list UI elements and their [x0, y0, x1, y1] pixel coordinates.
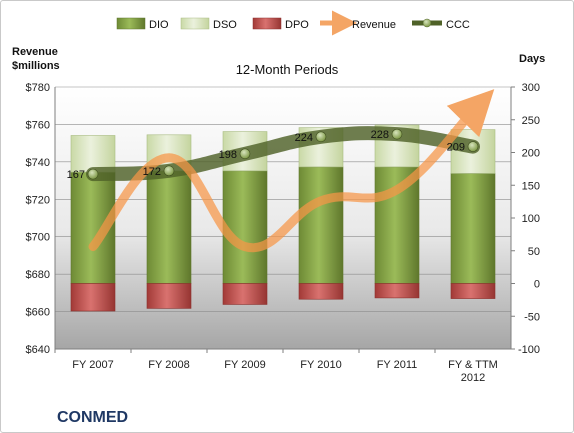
legend-label-revenue: Revenue — [352, 19, 396, 31]
legend-item-revenue[interactable]: Revenue — [320, 10, 396, 36]
bar-dso[interactable] — [70, 135, 116, 173]
y-right-ticks: -100 -50 0 50 100 150 200 250 300 — [511, 82, 540, 356]
y-right-tick-label: 250 — [522, 115, 540, 127]
y-left-tick-label: $660 — [26, 307, 50, 319]
legend-label-dio: DIO — [149, 19, 169, 31]
y-left-tick-label: $680 — [26, 269, 50, 281]
bar-dio[interactable] — [222, 170, 268, 284]
bar-dio[interactable] — [298, 166, 344, 284]
ccc-point[interactable] — [87, 168, 99, 180]
legend: DIO DSO DPO Revenue CCC — [116, 10, 470, 36]
x-tick-label-line: 2012 — [461, 372, 485, 384]
x-tick-label-line: FY & TTM — [448, 359, 498, 371]
bar-dpo[interactable] — [70, 283, 116, 312]
bar-dio[interactable] — [374, 166, 420, 284]
x-tick-label: FY 2008 — [148, 359, 189, 371]
ccc-data-label: 167 — [67, 169, 85, 181]
y-left-tick-label: $640 — [26, 344, 50, 356]
y-right-tick-label: 0 — [534, 279, 540, 291]
ccc-data-label: 172 — [143, 166, 161, 178]
legend-item-ccc[interactable]: CCC — [412, 18, 470, 31]
company-name: CONMED — [57, 409, 128, 426]
y-left-tick-label: $760 — [26, 119, 50, 131]
ccc-data-label: 198 — [219, 149, 237, 161]
legend-label-ccc: CCC — [446, 19, 470, 31]
y-right-tick-label: 150 — [522, 180, 540, 192]
y-right-tick-label: 200 — [522, 148, 540, 160]
bar-dpo[interactable] — [298, 283, 344, 300]
legend-label-dpo: DPO — [285, 19, 309, 31]
legend-swatch-dpo — [252, 17, 282, 30]
bars — [70, 124, 496, 312]
ccc-point[interactable] — [467, 141, 479, 152]
legend-marker-ccc — [422, 18, 432, 28]
ccc-data-label: 209 — [447, 142, 465, 154]
chart-subtitle: 12-Month Periods — [236, 62, 339, 77]
bar-dio[interactable] — [450, 173, 496, 284]
bar-dpo[interactable] — [374, 283, 420, 299]
y-left-ticks: $640 $660 $680 $700 $720 $740 $760 $780 — [26, 82, 50, 356]
bar-dpo[interactable] — [222, 283, 268, 305]
legend-item-dpo[interactable]: DPO — [252, 17, 309, 31]
y-right-tick-label: 100 — [522, 213, 540, 225]
x-tick-label: FY 2011 — [377, 359, 418, 371]
ccc-point[interactable] — [239, 148, 251, 160]
legend-label-dso: DSO — [213, 19, 237, 31]
ccc-data-label: 228 — [371, 129, 389, 141]
legend-item-dio[interactable]: DIO — [116, 17, 169, 31]
line-revenue[interactable] — [88, 89, 495, 253]
y-right-tick-label: 300 — [522, 82, 540, 94]
ccc-data-label: 224 — [295, 132, 313, 144]
bar-dio[interactable] — [146, 170, 192, 284]
y-left-tick-label: $740 — [26, 157, 50, 169]
y-left-tick-label: $720 — [26, 194, 50, 206]
legend-swatch-dso — [180, 17, 210, 30]
ccc-point[interactable] — [163, 165, 175, 177]
y-right-tick-label: -50 — [524, 311, 540, 323]
x-tick-label: FY 2009 — [224, 359, 265, 371]
y-right-title: Days — [519, 53, 545, 65]
y-left-tick-label: $700 — [26, 232, 50, 244]
x-tick-label: FY 2010 — [300, 359, 341, 371]
line-ccc[interactable] — [86, 126, 480, 182]
y-left-title-line-1: Revenue — [12, 46, 58, 58]
plot-area — [55, 87, 511, 349]
x-tick-label: FY 2007 — [72, 359, 113, 371]
x-tick-label: FY & TTM 2012 — [448, 359, 498, 384]
legend-swatch-dio — [116, 17, 146, 30]
legend-item-dso[interactable]: DSO — [180, 17, 237, 31]
ccc-labels: 167 172 198 224 228 209 — [67, 129, 465, 181]
ccc-point[interactable] — [315, 131, 327, 143]
x-ticks: FY 2007 FY 2008 FY 2009 FY 2010 FY 2011 FY & … — [54, 349, 498, 384]
y-right-tick-label: 50 — [528, 246, 540, 258]
bar-dpo[interactable] — [146, 283, 192, 309]
bar-dpo[interactable] — [450, 283, 496, 299]
y-right-tick-label: -100 — [518, 344, 540, 356]
ccc-point[interactable] — [391, 128, 403, 140]
y-left-tick-label: $780 — [26, 82, 50, 94]
lines — [86, 89, 495, 253]
y-left-title-line-2: $millions — [12, 60, 60, 72]
